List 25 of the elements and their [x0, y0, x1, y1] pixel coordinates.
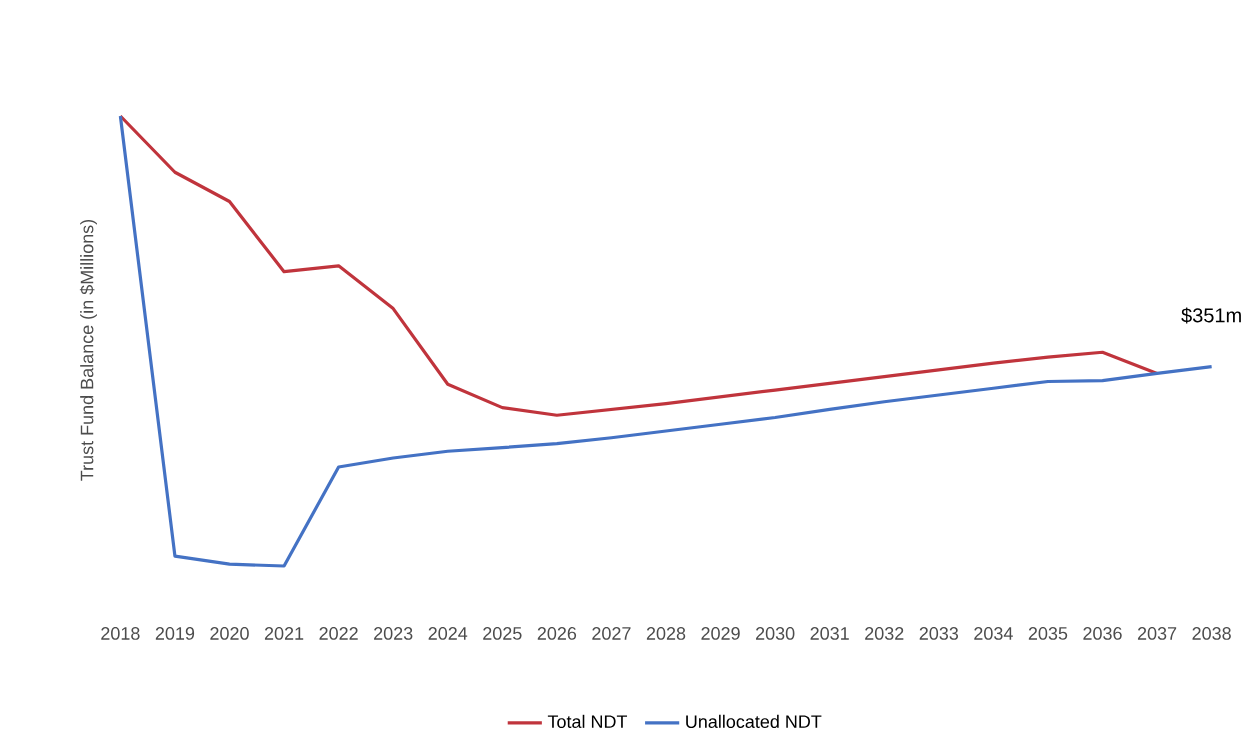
x-tick-label: 2027 — [592, 627, 631, 640]
x-tick-label: 2036 — [1083, 627, 1122, 640]
x-tick-label: 2018 — [101, 627, 140, 640]
x-tick-label: 2024 — [428, 627, 468, 640]
x-tick-label: 2038 — [1192, 627, 1231, 640]
x-tick-label: 2019 — [155, 627, 195, 640]
x-tick-label: 2029 — [701, 627, 740, 640]
x-tick-label: 2026 — [537, 627, 577, 640]
x-tick-label: 2023 — [374, 627, 413, 640]
x-tick-label: 2037 — [1137, 627, 1177, 640]
x-tick-label: 2028 — [646, 627, 686, 640]
x-tick-label: 2020 — [210, 627, 249, 640]
x-tick-label: 2033 — [919, 627, 959, 640]
x-tick-label: 2035 — [1028, 627, 1068, 640]
x-tick-label: 2025 — [483, 627, 522, 640]
x-tick-label: 2031 — [810, 627, 849, 640]
legend-label: Unallocated NDT — [686, 714, 822, 729]
x-tick-label: 2030 — [756, 627, 795, 640]
x-tick-label: 2021 — [264, 627, 304, 640]
y-axis-title: Trust Fund Balance (in $Millions) — [79, 219, 97, 481]
x-tick-label: 2032 — [865, 627, 904, 640]
x-tick-label: 2022 — [319, 627, 358, 640]
x-tick-label: 2034 — [974, 627, 1013, 640]
annotation: $351m — [1181, 307, 1241, 324]
legend-label: Total NDT — [547, 714, 628, 729]
